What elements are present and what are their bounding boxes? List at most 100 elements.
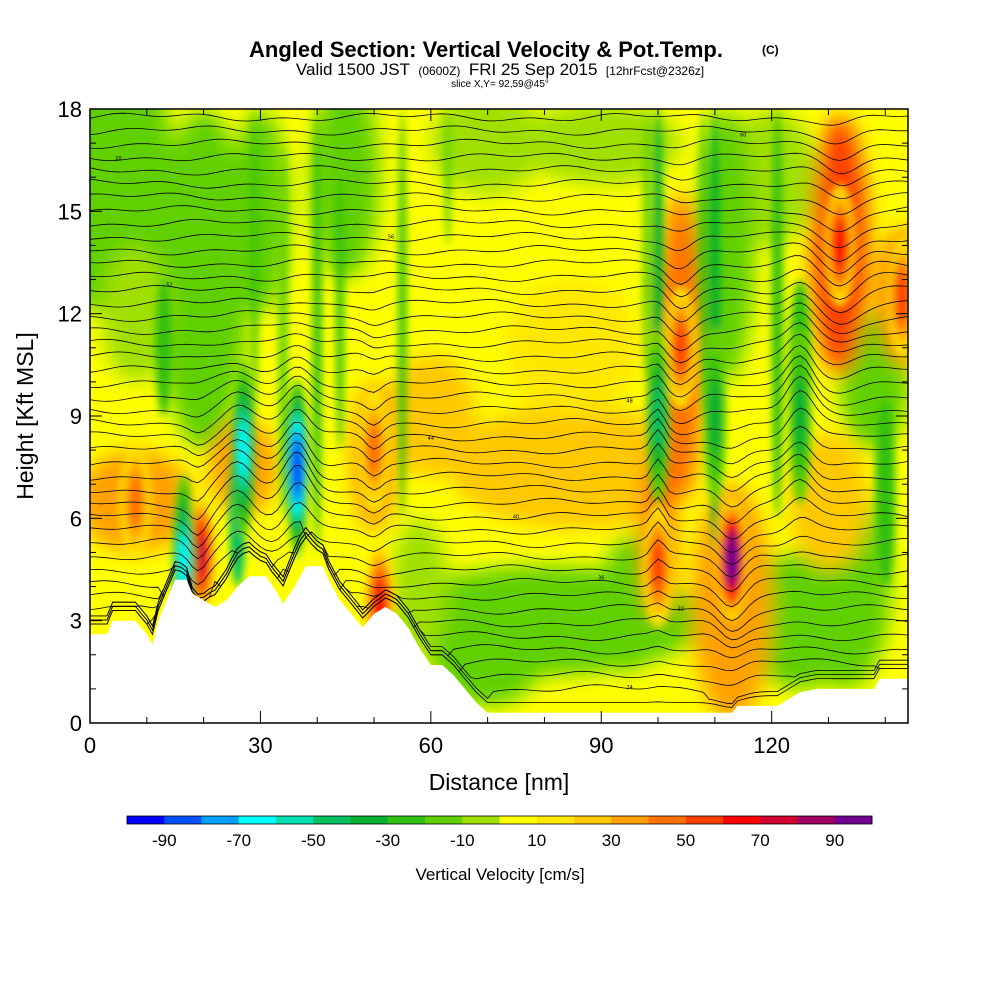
isentrope-label: 60: [740, 132, 746, 138]
updraft-core: [834, 223, 846, 268]
isentrope-line: [90, 311, 908, 352]
colorbar-swatch: [313, 816, 351, 824]
y-tick-label: 6: [70, 506, 82, 531]
colorbar-tick-label: -50: [301, 831, 326, 850]
updraft-core: [195, 535, 206, 577]
plot-area: 6056524844403632282420: [90, 109, 908, 723]
downdraft-core: [238, 423, 249, 477]
velocity-streak: [278, 143, 288, 519]
velocity-region: [385, 354, 477, 478]
velocity-streak: [335, 177, 344, 451]
isentrope-line: [90, 407, 908, 450]
colorbar-tick-label: -10: [450, 831, 475, 850]
isentrope-line: [90, 322, 908, 364]
colorbar: [126, 815, 873, 825]
colorbar-swatch: [425, 816, 463, 824]
terrain-mask: [90, 566, 908, 723]
colorbar-tick-label: -30: [375, 831, 400, 850]
chart-title: Angled Section: Vertical Velocity & Pot.…: [249, 37, 723, 62]
colorbar-swatch: [499, 816, 538, 824]
isentrope-line: [90, 531, 908, 632]
updraft-core: [727, 540, 737, 578]
x-tick-label: 30: [248, 733, 272, 758]
colorbar-swatch: [387, 816, 426, 824]
isentrope-line: [90, 536, 908, 608]
isentrope-label: 40: [513, 514, 519, 520]
isentrope-label: 32: [678, 606, 684, 612]
isentrope-line: [90, 344, 908, 386]
colorbar-swatch: [648, 816, 687, 824]
isentrope-line: [90, 465, 908, 525]
colorbar-swatch: [760, 816, 798, 824]
x-axis: 0 30 60 90 120: [84, 109, 886, 758]
colorbar-tick-label: 50: [676, 831, 695, 850]
velocity-region: [521, 109, 681, 185]
updraft-core: [128, 475, 142, 527]
colorbar-swatch: [127, 816, 165, 824]
updraft-core: [652, 542, 664, 590]
velocity-streak: [700, 109, 707, 416]
x-tick-label: 60: [419, 733, 443, 758]
isentrope-line: [90, 255, 908, 287]
x-tick-label: 0: [84, 733, 96, 758]
velocity-region: [101, 245, 170, 382]
isentrope-label: 20: [115, 156, 121, 162]
isentrope-line: [90, 451, 908, 508]
colorbar-tick-label: 70: [751, 831, 770, 850]
colorbar-label: Vertical Velocity [cm/s]: [415, 865, 584, 884]
isentrope-line: [90, 281, 908, 314]
colorbar-swatch: [350, 816, 389, 824]
colorbar-swatch: [201, 816, 240, 824]
isentrope-label: 24: [626, 685, 632, 691]
colorbar-tick-label: 90: [825, 831, 844, 850]
velocity-streak: [398, 109, 407, 519]
velocity-streak: [642, 109, 651, 382]
colorbar-tick-label: -90: [152, 831, 177, 850]
chart-title-unit: (C): [762, 43, 779, 57]
isentrope-line: [90, 502, 908, 554]
isentrope-label: 36: [598, 576, 604, 582]
updraft-core: [367, 424, 381, 476]
isentrope-line: [90, 355, 908, 398]
colorbar-swatch: [797, 816, 836, 824]
colorbar-swatch: [574, 816, 612, 824]
colorbar-tick-labels: -90 -70 -50 -30 -10 10 30 50 70 90: [152, 831, 844, 850]
colorbar-swatch: [164, 816, 202, 824]
isentrope-line: [90, 178, 908, 200]
y-tick-label: 12: [58, 302, 82, 327]
isentrope-line: [90, 389, 908, 439]
isentrope-label: 52: [166, 282, 172, 288]
isentrope-line: [90, 482, 908, 540]
colorbar-swatch: [611, 816, 649, 824]
isentrope-line: [90, 231, 908, 262]
isentrope-line: [90, 432, 908, 479]
velocity-region: [504, 279, 642, 416]
velocity-region: [391, 518, 448, 655]
velocity-region: [158, 109, 250, 451]
y-tick-label: 18: [58, 97, 82, 122]
isentrope-line: [90, 138, 908, 161]
isentrope-line: [90, 242, 908, 275]
velocity-streak: [444, 109, 452, 246]
isentrope-line: [90, 526, 908, 622]
x-axis-label: Distance [nm]: [429, 769, 570, 795]
downdraft-core: [293, 445, 302, 490]
isentrope-line: [90, 333, 908, 375]
colorbar-tick-label: 30: [602, 831, 621, 850]
downdraft-core: [178, 536, 189, 589]
isentrope-line: [90, 516, 908, 565]
isentrope-line: [90, 375, 908, 426]
updraft-core: [896, 273, 908, 320]
colorbar-frame: [126, 815, 873, 825]
isentrope-line: [90, 125, 908, 145]
potential-temperature-contours: 6056524844403632282420: [90, 109, 908, 708]
isentrope-label: 48: [626, 398, 632, 404]
colorbar-tick-label: -70: [226, 831, 251, 850]
velocity-streak: [251, 109, 258, 416]
colorbar-tick-label: 10: [527, 831, 546, 850]
velocity-region: [430, 603, 545, 706]
y-axis-label: Height [Kft MSL]: [12, 332, 38, 499]
isentrope-line: [90, 421, 908, 465]
